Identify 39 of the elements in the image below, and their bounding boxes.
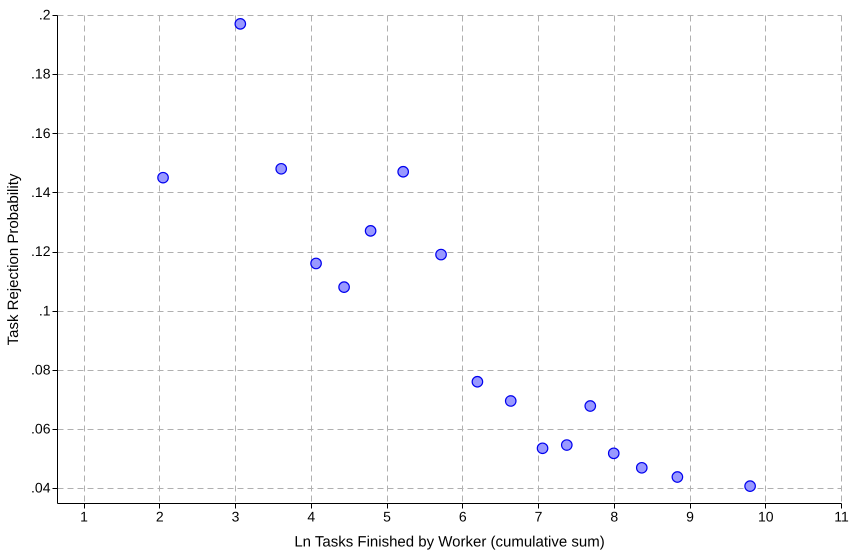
point	[536, 442, 548, 454]
x-tick-label: 9	[686, 508, 694, 524]
point	[744, 480, 756, 492]
point	[608, 447, 620, 460]
x-tick-label: 3	[232, 508, 240, 524]
point	[504, 395, 517, 407]
y-tick-label: .04	[31, 480, 51, 496]
x-axis-title: Ln Tasks Finished by Worker (cumulative sum)	[294, 534, 605, 550]
x-tick-label: 11	[834, 508, 849, 524]
y-tick-label: .08	[31, 361, 51, 378]
point	[435, 248, 447, 260]
point	[364, 225, 376, 237]
x-tick-label: 6	[458, 508, 467, 524]
y-tick-label: .1	[38, 302, 51, 318]
point	[157, 172, 169, 184]
y-tick-label: .16	[31, 124, 51, 141]
y-tick-label: .14	[31, 184, 51, 200]
point	[275, 162, 288, 175]
point	[472, 376, 484, 388]
point	[338, 281, 350, 293]
x-tick-label: 7	[534, 508, 543, 524]
x-tick-label: 2	[156, 508, 164, 524]
x-tick-label: 4	[307, 508, 316, 524]
point	[560, 439, 573, 451]
y-tick-label: .06	[31, 420, 51, 437]
y-axis-title: Task Rejection Probability	[5, 173, 22, 346]
point	[672, 471, 684, 483]
x-tick-label: 10	[758, 508, 774, 524]
x-tick-label: 5	[383, 508, 392, 524]
y-tick-label: .12	[31, 243, 51, 260]
point	[636, 462, 648, 474]
point	[310, 258, 322, 270]
point	[584, 400, 596, 412]
point	[397, 166, 410, 178]
point	[234, 18, 246, 30]
y-tick-label: .18	[31, 66, 51, 82]
x-tick-label: 1	[80, 508, 88, 524]
x-tick-label: 8	[610, 508, 618, 524]
y-tick-label: .2	[38, 6, 51, 22]
